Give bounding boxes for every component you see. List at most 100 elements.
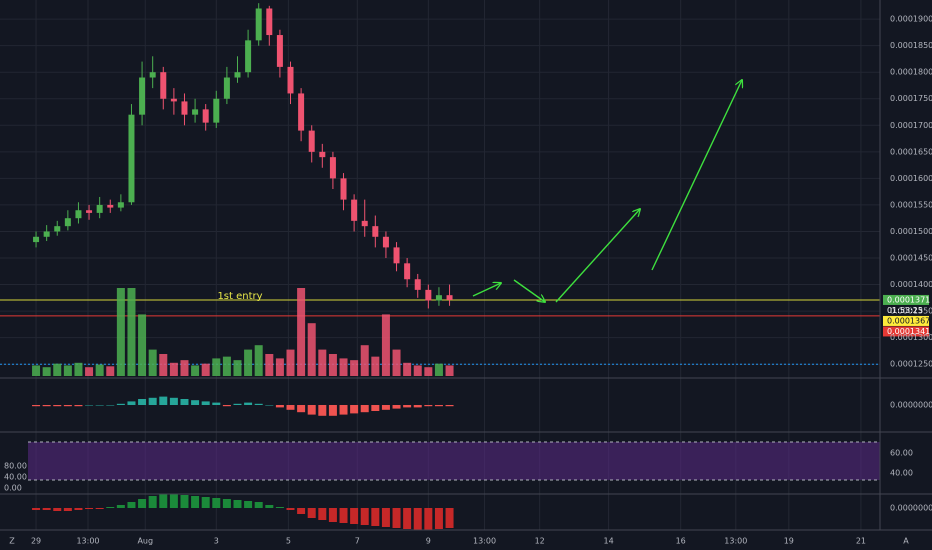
right-button[interactable]: A [903, 537, 909, 546]
x-tick-label: 12 [535, 537, 545, 546]
histogram-bar [328, 508, 337, 522]
candle-body [181, 101, 188, 115]
macd-bar [201, 401, 210, 405]
histogram-bar [434, 508, 443, 529]
y-tick-label: 0.0001850 [890, 41, 932, 50]
volume-bar [434, 363, 443, 376]
macd-bar [434, 405, 443, 407]
macd-bar [212, 402, 221, 405]
histogram-bar [159, 494, 168, 508]
macd-bar [169, 397, 178, 405]
histogram-bar [138, 499, 147, 508]
histogram-bar [32, 508, 41, 510]
histogram-bar [85, 508, 94, 509]
volume-bar [95, 364, 104, 376]
left-button[interactable]: Z [9, 537, 15, 546]
volume-bar [318, 349, 327, 376]
candle-body [393, 247, 400, 264]
macd-bar [307, 405, 316, 415]
macd-bar [74, 405, 83, 407]
candle-body [96, 204, 103, 213]
volume-bar [159, 354, 168, 376]
macd-bar [180, 399, 189, 405]
stoch-right-tick: 60.00 [890, 449, 913, 458]
y-tick-label: 0.0001250 [890, 360, 932, 369]
y-tick-label: 0.0001700 [890, 121, 932, 130]
candle-body [245, 40, 252, 73]
marks [0, 3, 929, 530]
candle-body [86, 210, 93, 213]
stoch-left-tick: 0.00 [4, 484, 22, 493]
candle-body [202, 109, 209, 123]
x-tick-label: 9 [426, 537, 431, 546]
macd-bar [53, 405, 62, 407]
y-tick-label: 0.0001600 [890, 174, 932, 183]
histogram-bar [381, 508, 390, 527]
y-tick-label: 0.0001450 [890, 254, 932, 263]
macd-bar [127, 401, 136, 405]
candle-body [54, 226, 61, 232]
candle-body [340, 178, 347, 200]
volume-bar [360, 345, 369, 376]
macd-bar [191, 400, 200, 405]
macd-bar [413, 405, 422, 408]
volume-bar [32, 365, 41, 376]
x-tick-label: 19 [784, 537, 794, 546]
candle-body [382, 236, 389, 248]
candle-body [435, 295, 442, 301]
volume-bar [445, 365, 454, 376]
histogram-bar [413, 508, 422, 530]
candle-body [234, 72, 241, 78]
volume-bar [116, 288, 125, 376]
volume-bar [371, 356, 380, 376]
histogram-bar [265, 505, 274, 508]
volume-bar [53, 363, 62, 376]
stoch-right-tick: 40.00 [890, 469, 913, 478]
macd-bar [286, 405, 295, 410]
macd-bar [350, 405, 359, 414]
histogram-bar [286, 508, 295, 510]
macd-bar [244, 402, 253, 405]
stoch-band [28, 442, 880, 480]
histogram-zero-label: 0.0000000 [890, 504, 932, 513]
candle-body [308, 130, 315, 152]
volume-bar [265, 354, 274, 376]
candle-body [404, 263, 411, 280]
macd-bar [371, 405, 380, 411]
y-tick-label: 0.0001300 [890, 333, 932, 342]
macd-zero-label: 0.0000000 [890, 401, 932, 410]
candle-body [117, 202, 124, 208]
histogram-bar [254, 502, 263, 508]
histogram-bar [169, 494, 178, 508]
candle-body [107, 204, 114, 208]
histogram-bar [106, 507, 115, 508]
histogram-bar [116, 505, 125, 508]
candle-body [425, 289, 432, 301]
histogram-bar [222, 499, 231, 508]
macd-bar [159, 396, 168, 405]
arrows [472, 80, 742, 302]
candle-body [160, 72, 167, 99]
candle-body [139, 77, 146, 115]
volume-bar [201, 363, 210, 376]
volume-bar [307, 323, 316, 376]
histogram-bar [212, 498, 221, 508]
y-tick-label: 0.0001550 [890, 200, 932, 209]
macd-bar [222, 405, 231, 407]
volume-bar [339, 358, 348, 376]
candle-body [128, 114, 135, 203]
candle-body [149, 72, 156, 78]
volume-bar [413, 365, 422, 376]
macd-bar [360, 405, 369, 413]
macd-bar [233, 403, 242, 405]
macd-bar [265, 405, 274, 406]
macd-bar [148, 397, 157, 405]
x-tick-label: 13:00 [724, 537, 747, 546]
candle-body [75, 210, 82, 219]
volume-bar [63, 365, 72, 376]
x-tick-label: 3 [214, 537, 219, 546]
macd-bar [297, 405, 306, 413]
macd-bar [63, 405, 72, 407]
histogram-bar [350, 508, 359, 524]
volume-bar [127, 288, 136, 376]
